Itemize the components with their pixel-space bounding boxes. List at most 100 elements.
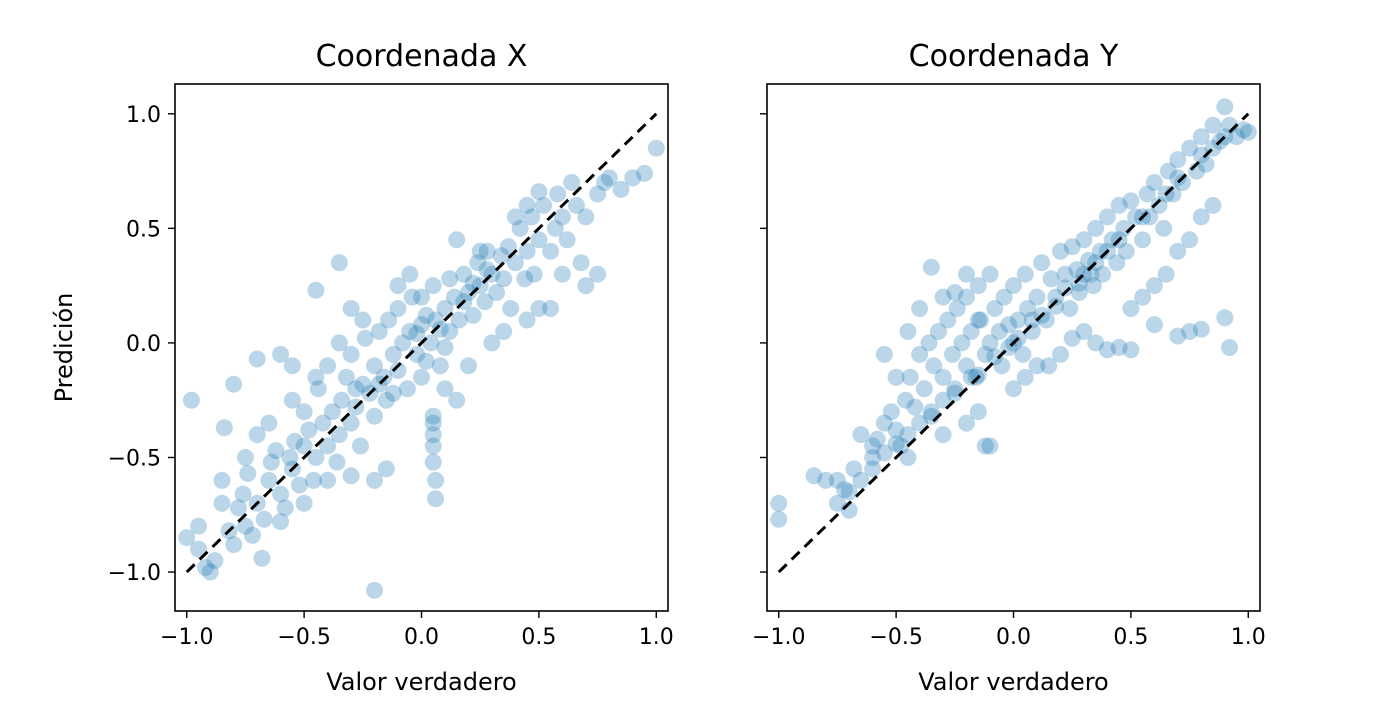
data-point [424,414,442,432]
data-point [307,449,325,466]
data-point [1063,238,1081,256]
data-point [518,311,536,329]
data-point [403,288,421,306]
data-point [887,421,905,439]
x-tick-label: 0.5 [521,625,556,650]
data-point [436,339,454,356]
data-point [370,323,388,340]
data-point [295,403,313,421]
data-point [969,277,987,295]
data-point [525,265,543,283]
data-point [882,403,900,421]
data-point [1108,254,1126,272]
data-point [925,357,943,375]
data-point [1181,323,1199,340]
data-point [1056,279,1074,297]
data-point [342,414,360,432]
data-point [328,453,346,471]
data-point [342,345,360,363]
data-point [922,403,940,421]
x-tick-label: 0.5 [1113,625,1148,650]
data-point [427,490,445,508]
data-point [770,510,788,528]
data-point [1134,288,1152,306]
data-point [182,391,200,409]
data-point [495,270,513,288]
data-point [1169,327,1187,345]
data-point [236,517,254,535]
data-point [828,494,846,512]
data-point [1009,311,1027,329]
data-point [330,334,348,352]
data-point [1110,339,1128,356]
data-point [366,471,383,489]
data-point [1040,357,1058,375]
panel-coordenada-x: −1.0 −0.5 0.0 0.5 1.0 −1.0 −0.5 0.0 0.5 1.0 Coord… [50,39,674,696]
data-point [476,293,494,311]
data-point [267,442,285,460]
data-point [1052,345,1069,363]
data-point [530,300,548,317]
data-point [1075,323,1093,340]
data-point [901,368,919,386]
data-point [934,426,952,444]
data-point [899,323,917,340]
data-point [248,426,266,444]
data-point [1216,309,1234,327]
data-point [1127,208,1145,226]
data-point [589,185,607,203]
data-point [234,485,252,503]
data-point [401,323,419,340]
data-point [342,467,360,485]
data-point [229,499,247,517]
data-point [380,311,398,329]
data-point [934,288,952,306]
data-point [1098,208,1116,226]
data-point [424,453,442,471]
data-point [460,284,477,301]
data-point [1098,341,1116,359]
data-point [981,334,999,352]
data-point [260,414,278,432]
data-point [450,311,468,329]
data-point [283,357,301,375]
data-point [875,414,893,432]
x-tick-label: 0.0 [404,625,439,650]
data-point [260,471,278,489]
data-point [436,300,454,317]
y-axis-label: Predición [50,293,78,403]
data-point [969,366,987,384]
data-point [431,357,449,375]
x-tick-label: 0.0 [996,625,1031,650]
data-point [366,407,383,425]
axes-frame-x [174,83,669,612]
data-point [929,323,947,340]
data-point [307,281,325,299]
data-point [1122,192,1140,210]
data-point [1145,277,1163,295]
data-point [190,540,207,558]
data-point [920,334,938,352]
data-point [1134,231,1152,249]
data-point [542,300,560,317]
data-point [255,510,273,528]
data-point [1122,300,1140,317]
data-point [471,242,489,260]
data-point [413,368,430,386]
data-point [577,208,595,226]
data-point [892,437,910,455]
data-point [995,288,1013,306]
data-point [206,552,224,570]
data-point [864,460,882,478]
data-point [1005,380,1022,398]
data-point [1070,284,1088,301]
data-point [1061,300,1079,317]
data-point [366,581,383,599]
data-point [495,323,513,340]
x-tick-label: 1.0 [639,625,674,650]
data-point [1019,300,1037,317]
y-tick-label: −0.5 [108,446,161,471]
data-point [424,407,442,425]
data-point [1145,316,1163,334]
